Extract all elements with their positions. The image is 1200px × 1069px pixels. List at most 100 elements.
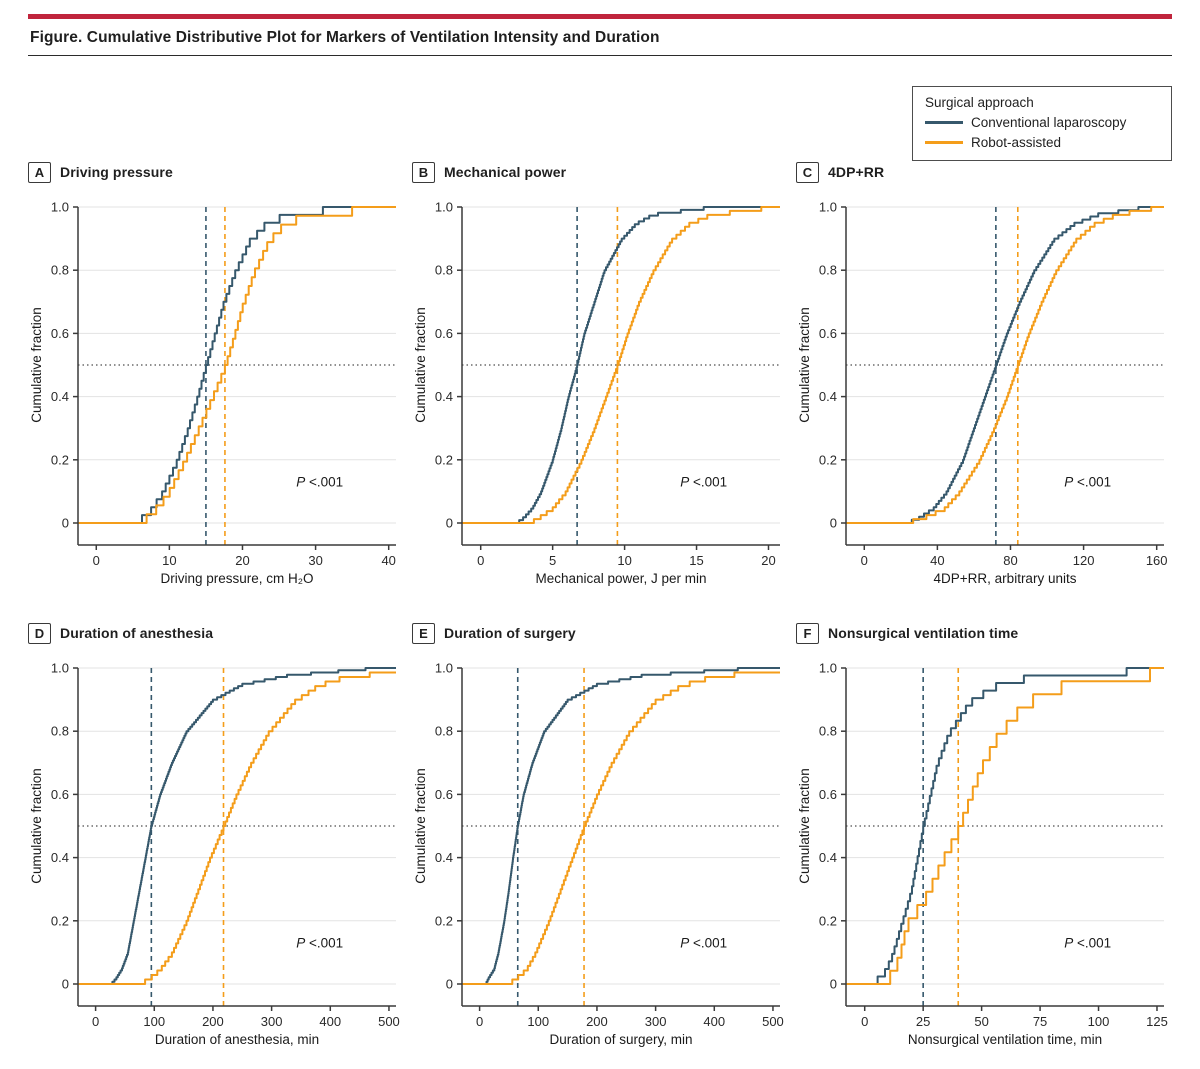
svg-text:1.0: 1.0 xyxy=(819,661,837,676)
panel-letter-badge: F xyxy=(796,622,819,644)
panel-nonsurgical-ventilation: F Nonsurgical ventilation time 0 0.2 0.4 0.… xyxy=(796,621,1172,1052)
panel-header: D Duration of anesthesia xyxy=(28,621,404,645)
svg-text:75: 75 xyxy=(1033,1014,1047,1029)
svg-text:40: 40 xyxy=(930,553,944,568)
svg-text:0.4: 0.4 xyxy=(51,850,69,865)
svg-text:40: 40 xyxy=(381,553,395,568)
svg-text:0: 0 xyxy=(830,516,837,531)
svg-text:20: 20 xyxy=(235,553,249,568)
panel-header: C 4DP+RR xyxy=(796,160,1172,184)
svg-text:0.6: 0.6 xyxy=(435,787,453,802)
svg-text:Mechanical power, J per min: Mechanical power, J per min xyxy=(535,571,706,586)
svg-text:P <.001: P <.001 xyxy=(1064,936,1111,951)
svg-text:0: 0 xyxy=(446,977,453,992)
panel-header: F Nonsurgical ventilation time xyxy=(796,621,1172,645)
svg-text:30: 30 xyxy=(308,553,322,568)
svg-text:120: 120 xyxy=(1073,553,1095,568)
svg-text:1.0: 1.0 xyxy=(51,661,69,676)
panel-duration-anesthesia: D Duration of anesthesia 0 0.2 0.4 0.6 0.8 1.… xyxy=(28,621,404,1052)
svg-text:0.8: 0.8 xyxy=(51,263,69,278)
svg-text:400: 400 xyxy=(703,1014,725,1029)
svg-text:200: 200 xyxy=(202,1014,224,1029)
svg-text:0: 0 xyxy=(830,977,837,992)
panel-grid: A Driving pressure 0 0.2 0.4 0.6 0.8 1.0 0 10 20… xyxy=(28,160,1172,1052)
svg-text:0.6: 0.6 xyxy=(51,326,69,341)
svg-text:Nonsurgical ventilation time,: Nonsurgical ventilation time, min xyxy=(908,1032,1102,1047)
svg-text:25: 25 xyxy=(916,1014,930,1029)
svg-text:Duration of anesthesia, min: Duration of anesthesia, min xyxy=(155,1032,319,1047)
panel-letter-badge: C xyxy=(796,161,819,183)
svg-text:0: 0 xyxy=(62,977,69,992)
panel-title: 4DP+RR xyxy=(828,164,885,180)
panel-title: Mechanical power xyxy=(444,164,567,180)
panel-header: A Driving pressure xyxy=(28,160,404,184)
panel-duration-surgery: E Duration of surgery 0 0.2 0.4 0.6 0.8 1.0 0 1… xyxy=(412,621,788,1052)
svg-text:P <.001: P <.001 xyxy=(296,475,343,490)
panel-letter-badge: E xyxy=(412,622,435,644)
svg-text:0: 0 xyxy=(477,553,484,568)
svg-text:10: 10 xyxy=(617,553,631,568)
svg-text:1.0: 1.0 xyxy=(435,200,453,215)
4dp-rr-ecdf-plot: 0 0.2 0.4 0.6 0.8 1.0 0 40 80 120 160 4DP+RR, arbit… xyxy=(797,200,1168,587)
conventional-line-swatch xyxy=(925,121,963,124)
svg-text:0: 0 xyxy=(92,1014,99,1029)
svg-text:5: 5 xyxy=(549,553,556,568)
svg-text:0.2: 0.2 xyxy=(51,913,69,928)
duration-anesthesia-ecdf-plot: 0 0.2 0.4 0.6 0.8 1.0 0 100 200 300 400 500 Duration… xyxy=(29,661,400,1048)
svg-text:P <.001: P <.001 xyxy=(1064,475,1111,490)
svg-text:Cumulative fraction: Cumulative fraction xyxy=(29,768,44,884)
svg-text:125: 125 xyxy=(1146,1014,1168,1029)
legend-box: Surgical approach Conventional laparosco… xyxy=(912,86,1172,161)
panel-header: E Duration of surgery xyxy=(412,621,788,645)
svg-text:P <.001: P <.001 xyxy=(680,936,727,951)
panel-title: Nonsurgical ventilation time xyxy=(828,625,1019,641)
svg-text:100: 100 xyxy=(1088,1014,1110,1029)
svg-text:0: 0 xyxy=(476,1014,483,1029)
legend-item-robot: Robot-assisted xyxy=(925,135,1161,150)
robot-line-swatch xyxy=(925,141,963,144)
svg-text:500: 500 xyxy=(762,1014,784,1029)
duration-surgery-ecdf-plot: 0 0.2 0.4 0.6 0.8 1.0 0 100 200 300 400 500 Duration… xyxy=(413,661,784,1048)
driving-pressure-ecdf-plot: 0 0.2 0.4 0.6 0.8 1.0 0 10 20 30 40 Driving pressur… xyxy=(29,200,396,586)
svg-text:200: 200 xyxy=(586,1014,608,1029)
svg-text:1.0: 1.0 xyxy=(819,200,837,215)
top-red-rule xyxy=(28,14,1172,19)
nonsurgical-ventilation-ecdf-plot: 0 0.2 0.4 0.6 0.8 1.0 0 25 50 75 100 125 Nonsurgical… xyxy=(797,661,1168,1048)
svg-text:4DP+RR, arbitrary units: 4DP+RR, arbitrary units xyxy=(934,571,1077,586)
legend-label: Robot-assisted xyxy=(971,135,1062,150)
mechanical-power-ecdf-plot: 0 0.2 0.4 0.6 0.8 1.0 0 5 10 15 20 Mechanical power… xyxy=(413,200,780,586)
title-divider xyxy=(28,55,1172,56)
svg-text:1.0: 1.0 xyxy=(435,661,453,676)
svg-text:0.2: 0.2 xyxy=(819,452,837,467)
svg-text:0.8: 0.8 xyxy=(435,724,453,739)
svg-text:50: 50 xyxy=(974,1014,988,1029)
panel-title: Driving pressure xyxy=(60,164,173,180)
svg-text:Duration of surgery, min: Duration of surgery, min xyxy=(549,1032,692,1047)
svg-text:0.8: 0.8 xyxy=(819,263,837,278)
svg-text:0.2: 0.2 xyxy=(435,913,453,928)
panel-letter-badge: D xyxy=(28,622,51,644)
svg-text:Driving pressure, cm H₂O: Driving pressure, cm H₂O xyxy=(160,571,313,586)
figure-title: Figure. Cumulative Distributive Plot for… xyxy=(30,29,660,46)
svg-text:Cumulative fraction: Cumulative fraction xyxy=(797,768,812,884)
svg-text:160: 160 xyxy=(1146,553,1168,568)
svg-text:0.6: 0.6 xyxy=(819,787,837,802)
svg-text:Cumulative fraction: Cumulative fraction xyxy=(797,307,812,423)
svg-text:0.2: 0.2 xyxy=(435,452,453,467)
svg-text:0.8: 0.8 xyxy=(51,724,69,739)
svg-text:0.4: 0.4 xyxy=(435,389,453,404)
svg-text:0.8: 0.8 xyxy=(435,263,453,278)
svg-text:P <.001: P <.001 xyxy=(296,936,343,951)
panel-4dp-rr: C 4DP+RR 0 0.2 0.4 0.6 0.8 1.0 0 40 80 120 160 4DP+… xyxy=(796,160,1172,591)
svg-text:0: 0 xyxy=(861,1014,868,1029)
svg-text:300: 300 xyxy=(261,1014,283,1029)
svg-text:500: 500 xyxy=(378,1014,400,1029)
svg-text:15: 15 xyxy=(689,553,703,568)
panel-letter-badge: A xyxy=(28,161,51,183)
svg-text:0.8: 0.8 xyxy=(819,724,837,739)
svg-text:20: 20 xyxy=(761,553,775,568)
svg-text:0: 0 xyxy=(93,553,100,568)
svg-text:0.4: 0.4 xyxy=(819,389,837,404)
svg-text:P <.001: P <.001 xyxy=(680,475,727,490)
